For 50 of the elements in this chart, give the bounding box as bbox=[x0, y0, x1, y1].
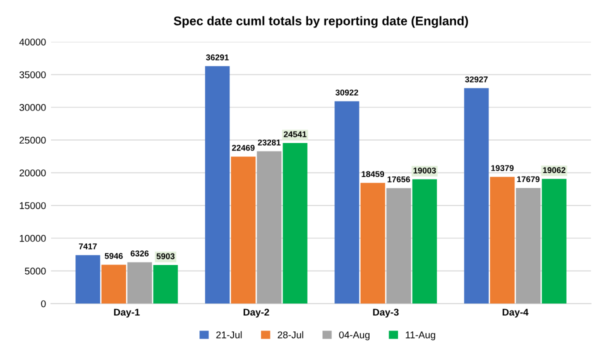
y-tick-label: 30000 bbox=[19, 104, 46, 111]
bar bbox=[76, 255, 100, 304]
y-tick-label: 35000 bbox=[19, 71, 46, 78]
x-tick-label: Day-3 bbox=[373, 308, 399, 318]
y-tick-label: 15000 bbox=[20, 202, 46, 210]
bar bbox=[360, 182, 386, 304]
data-label: 7417 bbox=[78, 243, 97, 250]
legend-label: 28-Jul bbox=[278, 331, 304, 338]
y-tick-label: 5000 bbox=[24, 268, 46, 275]
bar bbox=[334, 101, 360, 304]
data-label: 19003 bbox=[414, 168, 436, 174]
bar bbox=[101, 264, 126, 304]
bar bbox=[516, 188, 541, 304]
bar bbox=[153, 265, 178, 304]
data-label: 30922 bbox=[336, 90, 358, 96]
data-label: 24541 bbox=[284, 131, 306, 138]
data-label: 5903 bbox=[156, 253, 175, 260]
x-tick-label: Day-2 bbox=[244, 308, 270, 318]
y-tick-label: 0 bbox=[41, 300, 46, 308]
y-tick-label: 25000 bbox=[20, 136, 46, 144]
y-tick-label: 10000 bbox=[20, 234, 46, 242]
bar bbox=[282, 143, 308, 304]
legend-label: 04-Aug bbox=[339, 331, 370, 340]
bar bbox=[205, 66, 230, 304]
x-tick-label: Day-1 bbox=[114, 308, 140, 318]
bar bbox=[412, 179, 437, 304]
y-tick-label: 40000 bbox=[19, 38, 46, 46]
data-label: 36291 bbox=[206, 54, 229, 60]
data-label: 22469 bbox=[232, 144, 255, 151]
data-label: 17679 bbox=[517, 176, 540, 182]
y-tick-label: 20000 bbox=[20, 169, 46, 176]
bar bbox=[127, 262, 152, 304]
bar bbox=[542, 178, 566, 304]
data-label: 32927 bbox=[465, 76, 488, 82]
bar bbox=[230, 156, 256, 304]
bar bbox=[464, 88, 489, 304]
data-label: 6326 bbox=[130, 250, 149, 256]
data-label: 5946 bbox=[104, 253, 123, 259]
bar bbox=[386, 188, 412, 304]
bar bbox=[490, 176, 515, 304]
x-tick-label: Day-4 bbox=[502, 308, 528, 318]
data-label: 19379 bbox=[491, 165, 514, 172]
data-label: 18459 bbox=[362, 171, 384, 178]
legend-label: 11-Aug bbox=[406, 332, 436, 340]
bar bbox=[256, 151, 282, 304]
data-label: 23281 bbox=[258, 140, 281, 146]
legend-label: 21-Jul bbox=[216, 331, 242, 338]
chart-title: Spec date cuml totals by reporting date (England) bbox=[174, 16, 468, 28]
data-label: 19062 bbox=[543, 167, 566, 174]
data-label: 17656 bbox=[388, 176, 410, 182]
